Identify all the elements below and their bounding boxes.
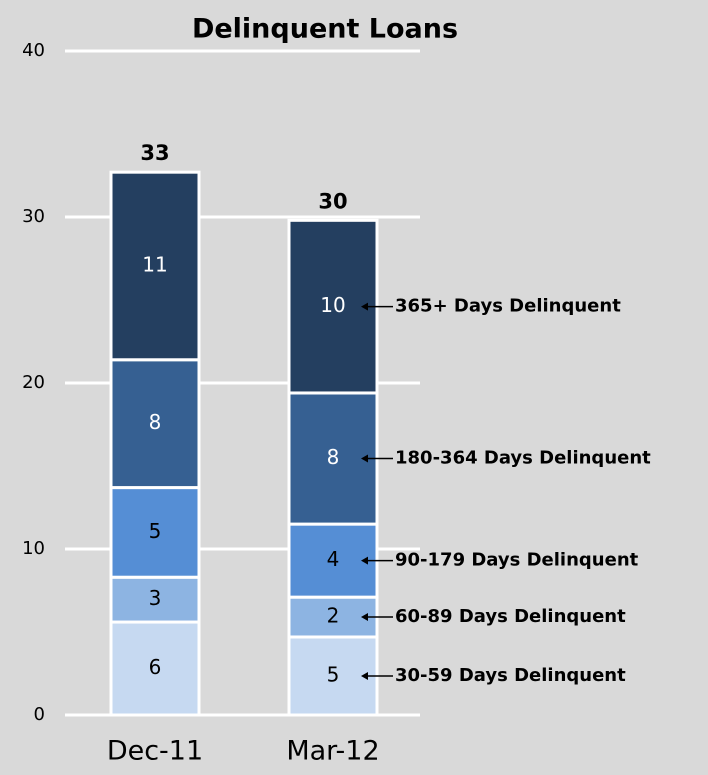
segment-label: 4: [327, 547, 340, 571]
arrow-head: [361, 613, 368, 622]
arrow-head: [361, 671, 368, 680]
y-tick-label: 30: [22, 206, 45, 227]
segment-label: 3: [149, 586, 162, 610]
series-annotation: 60-89 Days Delinquent: [395, 606, 626, 627]
segment-label: 8: [149, 410, 162, 434]
y-tick-label: 40: [22, 40, 45, 61]
segment-label: 5: [149, 519, 162, 543]
x-tick-label: Dec-11: [107, 736, 203, 767]
y-tick-label: 20: [22, 372, 45, 393]
segment-label: 2: [327, 604, 340, 628]
x-tick-label: Mar-12: [286, 736, 379, 767]
arrow-head: [361, 556, 368, 565]
segment-label: 10: [320, 293, 345, 317]
arrow-head: [361, 302, 368, 311]
series-annotation: 180-364 Days Delinquent: [395, 448, 651, 469]
bar-segment: [109, 486, 201, 579]
segment-label: 6: [149, 655, 162, 679]
series-annotation: 365+ Days Delinquent: [395, 296, 621, 317]
total-label: 33: [140, 141, 169, 165]
segment-label: 8: [327, 445, 340, 469]
bar-segment: [109, 575, 201, 624]
total-label: 30: [318, 189, 347, 213]
bar-segment: [109, 170, 201, 362]
series-annotation: 90-179 Days Delinquent: [395, 550, 639, 571]
chart-title: Delinquent Loans: [192, 14, 458, 45]
segment-label: 5: [327, 662, 340, 686]
arrow-head: [361, 454, 368, 463]
segment-label: 11: [142, 252, 167, 276]
y-tick-label: 10: [22, 538, 45, 559]
bar-segment: [109, 620, 201, 717]
y-tick-label: 0: [34, 704, 45, 725]
series-annotation: 30-59 Days Delinquent: [395, 665, 626, 686]
